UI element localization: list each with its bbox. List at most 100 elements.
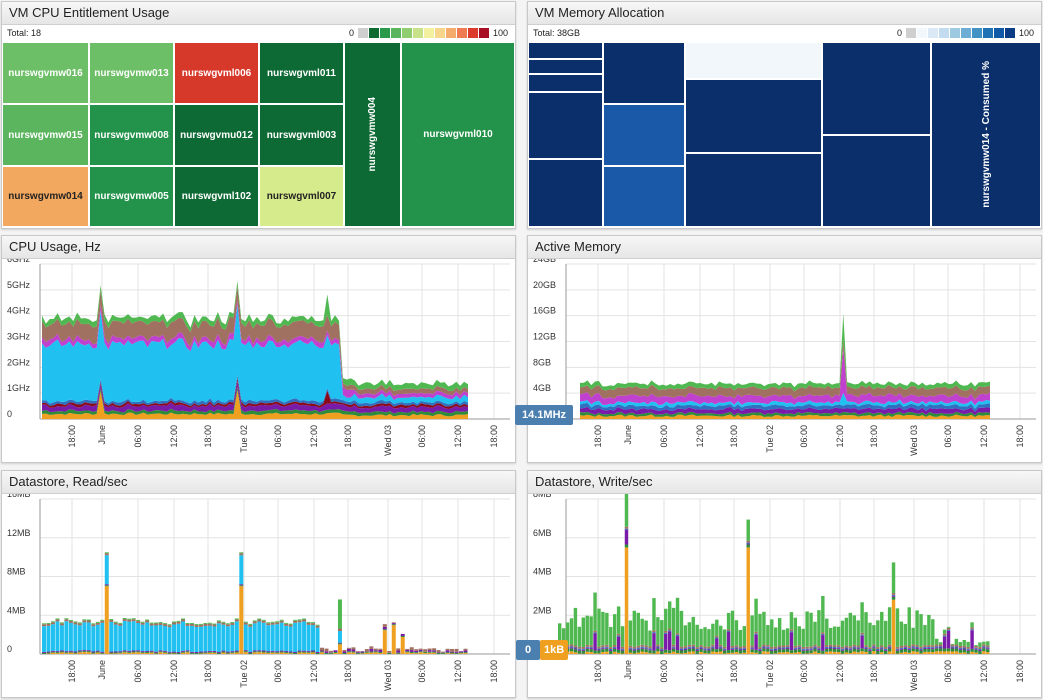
x-tick-label: 18:00 (869, 660, 879, 683)
vm-cell-nurswgvmw016[interactable]: nurswgvmw016 (2, 42, 89, 104)
bar-segment (239, 553, 244, 556)
bar-segment (185, 650, 190, 652)
x-tick-label: 12:00 (309, 425, 319, 448)
bar-segment (703, 653, 707, 654)
bar-segment (601, 649, 605, 653)
vm-cell[interactable] (822, 42, 931, 135)
y-tick-label: 20GB (533, 280, 556, 290)
bar-segment (699, 649, 703, 652)
vm-cell-nurswgvmw014[interactable]: nurswgvmw014 - Consumed % (931, 42, 1041, 227)
bar-segment (275, 653, 280, 654)
vm-cell-nurswgvmw008[interactable]: nurswgvmw008 (89, 104, 174, 166)
memory-treemap[interactable]: nurswgvmw014 - Consumed % (528, 42, 1041, 227)
vm-cell[interactable] (528, 42, 603, 59)
bar-segment (809, 648, 813, 650)
bar-segment (974, 645, 978, 646)
bar-segment (203, 625, 208, 652)
vm-cell-nurswgvmw004[interactable]: nurswgvmw004 (344, 42, 401, 227)
vm-cell-nurswgvml007[interactable]: nurswgvml007 (259, 166, 344, 227)
bar-segment (82, 651, 87, 653)
bar-segment (946, 626, 951, 628)
datastore-read-chart[interactable]: 0 4MB 8MB 12MB 16MB 18:00 June 06:00 12:00 18:00 T… (2, 494, 515, 697)
bar-segment (868, 650, 872, 652)
vm-cell[interactable] (528, 159, 603, 227)
vm-cell-nurswgvmw014[interactable]: nurswgvmw014 (2, 166, 89, 227)
vm-cell[interactable] (685, 42, 822, 79)
bar-segment (742, 649, 747, 653)
bar-segment (762, 644, 766, 647)
bar-segment (616, 649, 621, 653)
bar-segment (261, 622, 266, 651)
bar-segment (261, 650, 266, 652)
bar-segment (624, 494, 629, 527)
bar-segment (167, 624, 172, 626)
vm-cell-nurswgvml003[interactable]: nurswgvml003 (259, 104, 344, 166)
vm-cell[interactable] (603, 104, 685, 166)
bar-segment (167, 651, 172, 653)
bar-segment (899, 648, 904, 650)
bar-segment (750, 647, 754, 649)
bar-segment (239, 555, 244, 585)
bar-segment (797, 645, 801, 648)
datastore-write-panel: Datastore, Write/sec 02MB4MB6MB8MB18:00J… (527, 470, 1042, 698)
bar-segment (679, 650, 684, 654)
vm-cell-nurswgvml010[interactable]: nurswgvml010 (401, 42, 515, 227)
x-tick-label: 18:00 (489, 660, 499, 683)
vm-cell-nurswgvmu012[interactable]: nurswgvmu012 (174, 104, 259, 166)
vm-cell-nurswgvml006[interactable]: nurswgvml006 (174, 42, 259, 104)
vm-cell-nurswgvmw015[interactable]: nurswgvmw015 (2, 104, 89, 166)
bar-segment (695, 649, 699, 651)
bar-segment (351, 647, 356, 650)
bar-segment (836, 647, 841, 649)
vm-cell[interactable] (528, 74, 603, 92)
bar-segment (55, 618, 60, 620)
vm-cell-nurswgvmw013[interactable]: nurswgvmw013 (89, 42, 174, 104)
bar-segment (189, 622, 194, 624)
vm-cell[interactable] (603, 166, 685, 227)
bar-segment (50, 651, 55, 653)
bar-segment (418, 649, 423, 652)
bar-segment (954, 647, 959, 649)
bar-segment (333, 650, 338, 652)
vm-cell[interactable] (685, 79, 822, 153)
vm-cell[interactable] (603, 42, 685, 104)
bar-segment (946, 627, 951, 630)
bar-segment (109, 651, 114, 653)
vm-cell-nurswgvml102[interactable]: nurswgvml102 (174, 166, 259, 227)
x-tick-label: 06:00 (799, 425, 809, 448)
bar-segment (852, 646, 856, 648)
bar-segment (597, 646, 601, 649)
active-memory-chart[interactable]: 04GB8GB12GB16GB20GB24GB18:00June06:0012:… (528, 259, 1041, 462)
bar-segment (719, 651, 723, 654)
bar-segment (797, 626, 801, 646)
bar-segment (907, 648, 911, 650)
vm-cell-nurswgvml011[interactable]: nurswgvml011 (259, 42, 344, 104)
bar-segment (297, 619, 302, 621)
cpu-treemap[interactable]: nurswgvmw016 nurswgvmw013 nurswgvml006 nurs… (2, 42, 515, 227)
bar-segment (687, 648, 692, 652)
bar-segment (895, 608, 900, 647)
bar-segment (762, 647, 766, 649)
bar-segment (46, 652, 51, 654)
vm-cell[interactable] (822, 135, 931, 227)
vm-cell[interactable] (528, 59, 603, 74)
bar-segment (64, 651, 69, 653)
vm-cell-nurswgvmw005[interactable]: nurswgvmw005 (89, 166, 174, 227)
datastore-write-chart[interactable]: 02MB4MB6MB8MB18:00June06:0012:0018:00Tue… (528, 494, 1041, 697)
bar-segment (931, 651, 935, 654)
y-tick-label: 12GB (533, 332, 556, 342)
bar-segment (687, 646, 692, 648)
bar-segment (396, 648, 401, 651)
bar-segment (181, 652, 185, 654)
color-legend: 0 100 (894, 27, 1037, 39)
legend-swatch (401, 28, 412, 38)
bar-segment (320, 651, 325, 653)
bar-segment (970, 629, 974, 631)
vm-cell[interactable] (528, 92, 603, 159)
bar-segment (432, 648, 437, 651)
bar-segment (445, 650, 450, 653)
bar-segment (131, 651, 136, 653)
cpu-usage-chart[interactable]: 0 1GHz 2GHz 3GHz 4GHz 5GHz 6GHz 18:00 June 06:00 1… (2, 259, 515, 462)
vm-cell[interactable] (685, 153, 822, 227)
bar-segment (127, 651, 132, 653)
